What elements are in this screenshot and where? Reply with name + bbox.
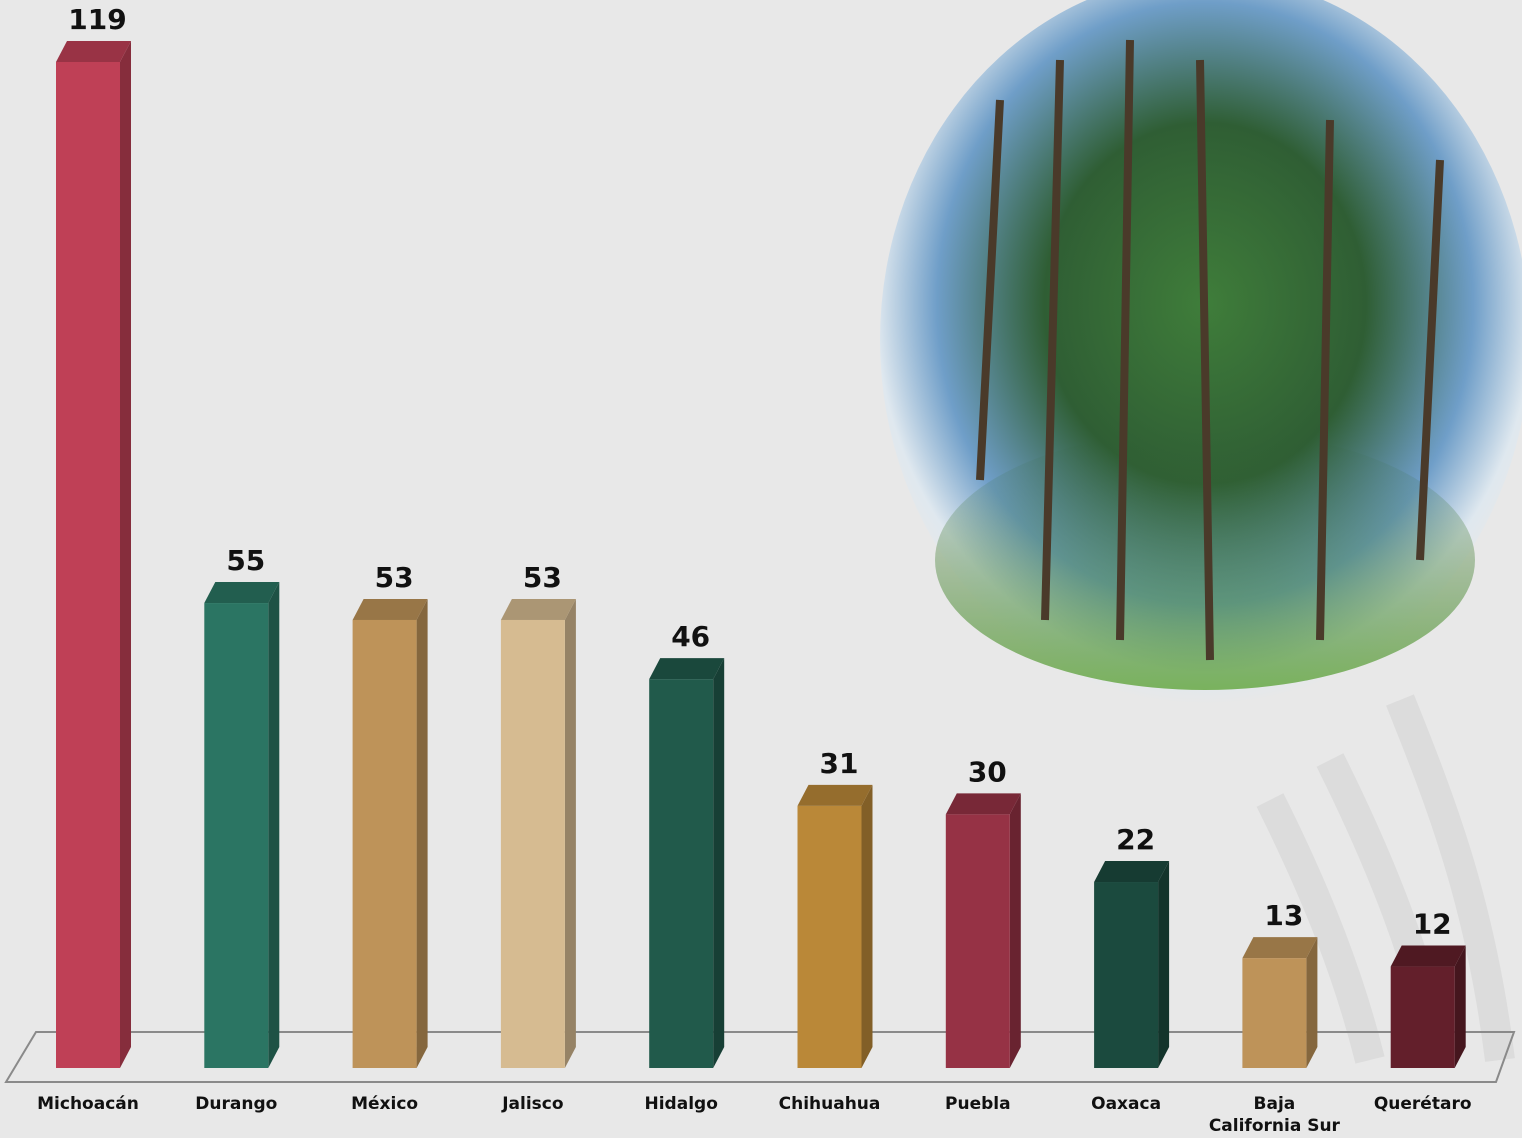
value-label: 22	[1116, 823, 1155, 856]
value-label: 46	[671, 620, 710, 653]
bar-top	[797, 784, 873, 806]
x-tick-label: Baja California Sur	[1208, 1094, 1340, 1136]
x-tick-label: Querétaro	[1373, 1094, 1472, 1114]
bar	[352, 619, 417, 1068]
bar	[945, 814, 1010, 1068]
x-tick-label: Chihuahua	[778, 1094, 881, 1114]
x-tick-label: México	[351, 1094, 419, 1114]
bar	[649, 679, 714, 1068]
bar-side	[1454, 945, 1466, 1068]
bar-side	[1009, 793, 1021, 1068]
bar-top	[945, 793, 1021, 815]
bar	[204, 603, 269, 1068]
bar-top	[204, 582, 280, 604]
x-tick-label: Puebla	[945, 1094, 1011, 1114]
bar	[500, 619, 565, 1068]
bar-top	[56, 41, 131, 62]
x-tick-label: Hidalgo	[644, 1094, 718, 1114]
value-label: 55	[226, 544, 265, 577]
value-label: 31	[820, 747, 859, 780]
bar-side	[416, 598, 428, 1068]
bar-side	[564, 598, 576, 1068]
x-tick-label: Durango	[195, 1094, 278, 1114]
bar-top	[649, 658, 725, 680]
bar-top	[500, 598, 576, 620]
x-tick-label: Michoacán	[37, 1094, 139, 1114]
bar	[1242, 958, 1307, 1068]
bar-side	[1306, 937, 1318, 1068]
x-tick-label: Jalisco	[502, 1094, 564, 1114]
value-label: 13	[1264, 899, 1303, 932]
bar-side	[268, 582, 280, 1068]
value-label: 12	[1413, 908, 1452, 941]
bar-top	[352, 598, 428, 620]
value-label: 53	[523, 561, 562, 594]
bar	[56, 62, 120, 1068]
bar-side	[713, 658, 725, 1068]
bar-side	[861, 784, 873, 1068]
bar-side	[120, 41, 131, 1068]
decoration	[880, 0, 1522, 1064]
bar	[797, 805, 862, 1068]
x-tick-label: Oaxaca	[1091, 1094, 1162, 1114]
bar	[1094, 882, 1159, 1068]
bar-top	[1390, 945, 1466, 967]
value-label: 30	[968, 755, 1007, 788]
bar-top	[1242, 937, 1318, 959]
value-label: 119	[68, 3, 126, 36]
bar-side	[1158, 861, 1170, 1068]
value-label: 53	[375, 561, 414, 594]
bar	[1390, 966, 1455, 1068]
floor	[4, 1031, 1516, 1083]
bar-top	[1094, 861, 1170, 883]
